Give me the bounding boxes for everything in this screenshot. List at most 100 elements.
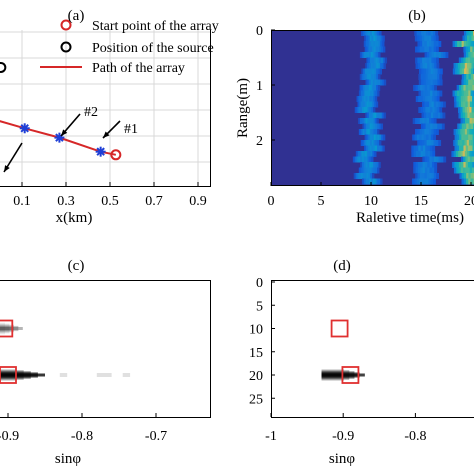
heatmap-cell	[466, 123, 469, 130]
heatmap-cell	[459, 68, 463, 75]
heatmap-cell	[418, 145, 422, 152]
x-tick-label: -0.8	[71, 429, 93, 444]
heatmap-cell	[467, 118, 471, 124]
heatmap-cell	[367, 52, 370, 58]
heatmap-cell	[434, 123, 438, 130]
x-tick-label: 0.3	[57, 194, 75, 209]
heatmap-cell	[465, 162, 469, 168]
x-tick-label: 20	[464, 194, 474, 209]
heatmap-cell	[457, 41, 460, 47]
heatmap-cell	[436, 52, 440, 58]
heatmap-cell	[434, 96, 438, 102]
heatmap-cell	[372, 68, 375, 75]
heatmap-cell	[429, 107, 433, 113]
panel-c-xlabel: sinφ	[55, 451, 82, 467]
heatmap-cell	[369, 118, 372, 124]
heatmap-cell	[371, 140, 375, 146]
heatmap-cell	[458, 162, 462, 168]
heatmap-cell	[370, 112, 374, 119]
heatmap-cell	[471, 118, 474, 124]
heatmap-cell	[430, 90, 433, 97]
heatmap-cell	[426, 140, 430, 146]
heatmap-cell	[462, 112, 466, 119]
candidate-marker-square	[330, 319, 349, 338]
heatmap-cell	[464, 63, 468, 69]
heatmap-cell	[454, 134, 458, 141]
heatmap-cell	[373, 101, 377, 108]
heatmap-cell	[413, 162, 417, 168]
heatmap-cell	[461, 79, 465, 86]
heatmap-cell	[370, 30, 373, 36]
heatmap-cell	[367, 123, 371, 130]
heatmap-cell	[383, 79, 387, 86]
heatmap-cell	[437, 123, 441, 130]
heatmap-cell	[412, 178, 415, 185]
heatmap-cell	[434, 90, 438, 97]
heatmap-cell	[453, 129, 457, 135]
heatmap-cell	[368, 85, 372, 91]
heatmap-cell	[434, 63, 438, 69]
heatmap-cell	[374, 68, 377, 75]
heatmap-cell	[466, 178, 469, 185]
heatmap-cell	[467, 96, 471, 102]
heatmap-cell	[465, 85, 469, 91]
heatmap-cell	[466, 35, 470, 42]
heatmap-cell	[456, 101, 460, 108]
heatmap-cell	[362, 107, 365, 113]
heatmap-cell	[367, 112, 370, 119]
heatmap-cell	[467, 46, 471, 53]
heatmap-cell	[466, 173, 469, 179]
heatmap-cell	[430, 30, 434, 36]
heatmap-cell	[469, 129, 473, 135]
heatmap-cell	[373, 96, 376, 102]
heatmap-cell	[467, 129, 470, 135]
heatmap-cell	[420, 162, 424, 168]
panel-a-x-ticks: 00.10.30.50.70.9	[13, 182, 207, 209]
heatmap-cell	[357, 173, 360, 179]
heatmap-cell	[469, 63, 473, 69]
heatmap-cell	[429, 173, 432, 179]
heatmap-cell	[375, 90, 378, 97]
heatmap-cell	[465, 118, 468, 124]
heatmap-cell	[472, 101, 474, 108]
heatmap-cell	[377, 35, 380, 42]
heatmap-cell	[466, 90, 469, 97]
heatmap-cell	[359, 85, 362, 91]
heatmap-cell	[383, 112, 386, 119]
heatmap-cell	[428, 112, 432, 119]
heatmap-cell	[432, 123, 436, 130]
heatmap-cell	[368, 173, 371, 179]
heatmap-cell	[462, 118, 466, 124]
heatmap-cell	[472, 123, 474, 130]
heatmap-cell	[416, 30, 420, 36]
heatmap-cell	[431, 118, 435, 124]
heatmap-cell	[371, 134, 375, 141]
heatmap-cell	[435, 30, 439, 36]
heatmap-cell	[434, 107, 438, 113]
heatmap-cell	[457, 68, 461, 75]
heatmap-cell	[424, 46, 428, 53]
heatmap-cell	[454, 101, 457, 108]
heatmap-cell	[419, 35, 423, 42]
heatmap-cell	[471, 167, 474, 174]
heatmap-band	[0, 322, 6, 335]
heatmap-cell	[423, 134, 427, 141]
heatmap-cell	[426, 41, 430, 47]
y-tick-label: 15	[249, 346, 263, 361]
heatmap-cell	[377, 85, 381, 91]
heatmap-cell	[380, 35, 384, 42]
heatmap-cell	[464, 129, 468, 135]
heatmap-cell	[371, 35, 374, 42]
heatmap-cell	[426, 129, 430, 135]
heatmap-cell	[427, 90, 431, 97]
heatmap-cell	[464, 68, 467, 75]
heatmap-cell	[438, 140, 442, 146]
heatmap-cell	[456, 85, 460, 91]
heatmap-cell	[366, 173, 369, 179]
heatmap-cell	[373, 46, 377, 53]
heatmap-cell	[375, 134, 378, 141]
heatmap-cell	[361, 162, 365, 168]
heatmap-cell	[380, 41, 383, 47]
heatmap-cell	[424, 101, 428, 108]
heatmap-cell	[366, 134, 369, 141]
